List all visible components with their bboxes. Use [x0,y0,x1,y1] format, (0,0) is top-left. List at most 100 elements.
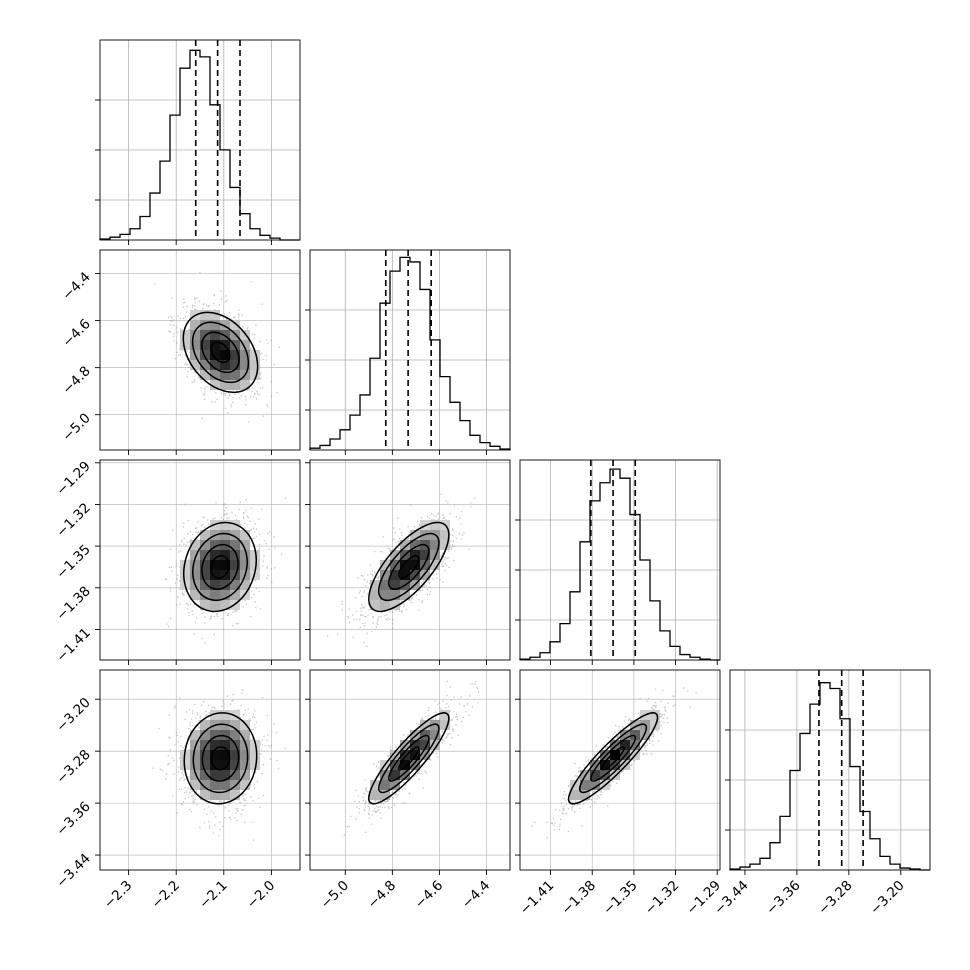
density-cell [410,550,420,560]
y-tick-label-4: −4.4 [59,269,93,303]
density-cell [570,780,580,790]
density-cell [200,370,210,380]
density-cell [230,380,240,390]
density-cell [220,360,230,370]
scatter-panel-1-2 [99,249,301,451]
density-cell [200,750,210,760]
y-tick-label-3: −1.35 [53,542,94,583]
density-cell [590,770,600,780]
density-cell [220,730,230,740]
density-cell [230,760,240,770]
contour-level-3 [191,321,250,384]
density-cell [210,360,220,370]
density-cell [200,560,210,570]
density-cell [220,370,230,380]
density-cell [190,550,200,560]
contour-level-4 [368,521,450,613]
density-cell [200,540,210,550]
density-cell [600,760,610,770]
histogram-step-1 [99,49,300,241]
scatter-frame [309,669,511,871]
density-cell [200,730,210,740]
density-cell [210,790,220,800]
density-cell [210,380,220,390]
histogram-x-ticks-2 [344,450,487,455]
density-cell [230,560,240,570]
density-cell [220,600,230,610]
y-tick-label-1: −5.0 [59,410,93,444]
y-tick-label-2: −1.38 [53,583,94,624]
y-tick-label-4: −3.20 [53,695,94,736]
panel-ticks [305,462,487,665]
contour-level-4 [183,521,257,613]
y-axis-4: −3.44 −3.36 −3.28 −3.20 [53,695,100,891]
density-cell [210,580,220,590]
x-tick-label-2: −2.2 [149,878,183,912]
density-cell [200,790,210,800]
y-tick-label-1: −3.44 [53,851,94,892]
density-cell [390,600,400,610]
density-cell [200,350,210,360]
y-tick-label-3: −4.6 [59,316,93,350]
density-cell [210,540,220,550]
density-cell [200,330,210,340]
density-cell [430,520,440,530]
density-cell [380,600,390,610]
density-cell [210,550,220,560]
density-cell [190,540,200,550]
density-cell [210,750,220,760]
density-cell [400,760,410,770]
density-cell [240,530,250,540]
density-cell [390,560,400,570]
density-cell [430,560,440,570]
contour-level-4 [567,712,659,805]
density-cell [410,760,420,770]
density-cell [590,780,600,790]
density-cell [250,550,260,560]
panel-ticks [305,698,310,856]
scatter-panel-3-4 [519,669,721,871]
density-cell [240,740,250,750]
density-cell [190,760,200,770]
density-cell [230,530,240,540]
x-tick-label-1: −2.3 [101,878,135,912]
density-cell [180,340,190,350]
scatter-panel-2-4 [309,669,511,871]
density-cell [380,580,390,590]
density-cell [230,550,240,560]
y-tick-label-1: −1.41 [53,625,94,666]
density-cell [240,540,250,550]
density-cell [220,350,230,360]
density-cell [400,540,410,550]
density-cell [230,580,240,590]
density-cell [440,720,450,730]
contour-level-1 [601,746,625,771]
density-cell [220,790,230,800]
density-cell [220,580,230,590]
density-cell [210,770,220,780]
density-cell [610,740,620,750]
density-cell [210,740,220,750]
density-cell [580,790,590,800]
density-cell [370,790,380,800]
contour-level-2 [388,543,430,590]
density-cell [200,550,210,560]
density-cell [190,740,200,750]
scatter-panel-1-4 [99,669,301,871]
density-cell [210,570,220,580]
density-cell [430,540,440,550]
density-cell [200,600,210,610]
contour-level-2 [201,331,240,374]
density-cell [370,580,380,590]
density-cell [440,530,450,540]
density-cell [620,760,630,770]
scatter-frame [519,669,721,871]
density-cell [230,360,240,370]
x-tick-label-1: −1.41 [517,878,558,919]
density-cell [430,550,440,560]
density-cell [230,320,240,330]
density-cell [250,760,260,770]
density-cell [610,750,620,760]
density-cell [210,330,220,340]
